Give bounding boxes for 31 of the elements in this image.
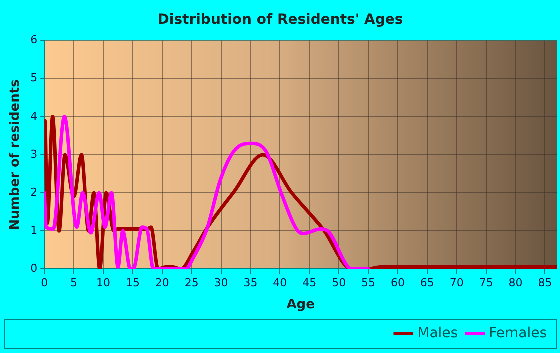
x-tick-label: 10 [96,276,110,290]
legend-label: Males [418,326,458,342]
line-series [44,115,370,270]
x-tick-label: 50 [332,276,346,290]
y-axis-title: Number of residents [8,79,24,230]
x-tick-label: 40 [273,276,288,290]
x-tick-label: 85 [538,276,552,290]
x-tick-label: 60 [390,276,405,290]
legend-label: Females [489,326,548,342]
x-tick-label: 35 [244,276,258,290]
y-tick-label: 4 [30,110,38,123]
y-tick-label: 0 [30,262,38,276]
y-tick-label: 1 [30,224,38,237]
x-tick-label: 5 [70,276,78,290]
x-tick-label: 30 [214,276,228,290]
x-tick-label: 0 [41,276,48,290]
x-tick-label: 55 [362,276,376,290]
x-tick-label: 80 [508,276,523,290]
y-tick-label: 5 [30,72,38,85]
y-tick-label: 3 [30,148,38,161]
x-tick-label: 45 [302,276,317,290]
x-tick-label: 20 [155,276,170,290]
x-axis-title: Age [286,298,316,313]
y-tick-label: 2 [30,186,38,199]
x-tick-label: 70 [450,276,464,290]
chart-title: Distribution of Residents' Ages [158,12,404,28]
x-tick-label: 25 [184,276,199,290]
x-tick-label: 65 [420,276,434,290]
y-tick-label: 6 [30,34,38,47]
x-tick-label: 75 [479,276,494,290]
x-tick-label: 15 [126,276,140,290]
